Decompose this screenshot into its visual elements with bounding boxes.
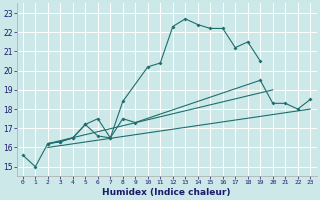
X-axis label: Humidex (Indice chaleur): Humidex (Indice chaleur) [102,188,231,197]
